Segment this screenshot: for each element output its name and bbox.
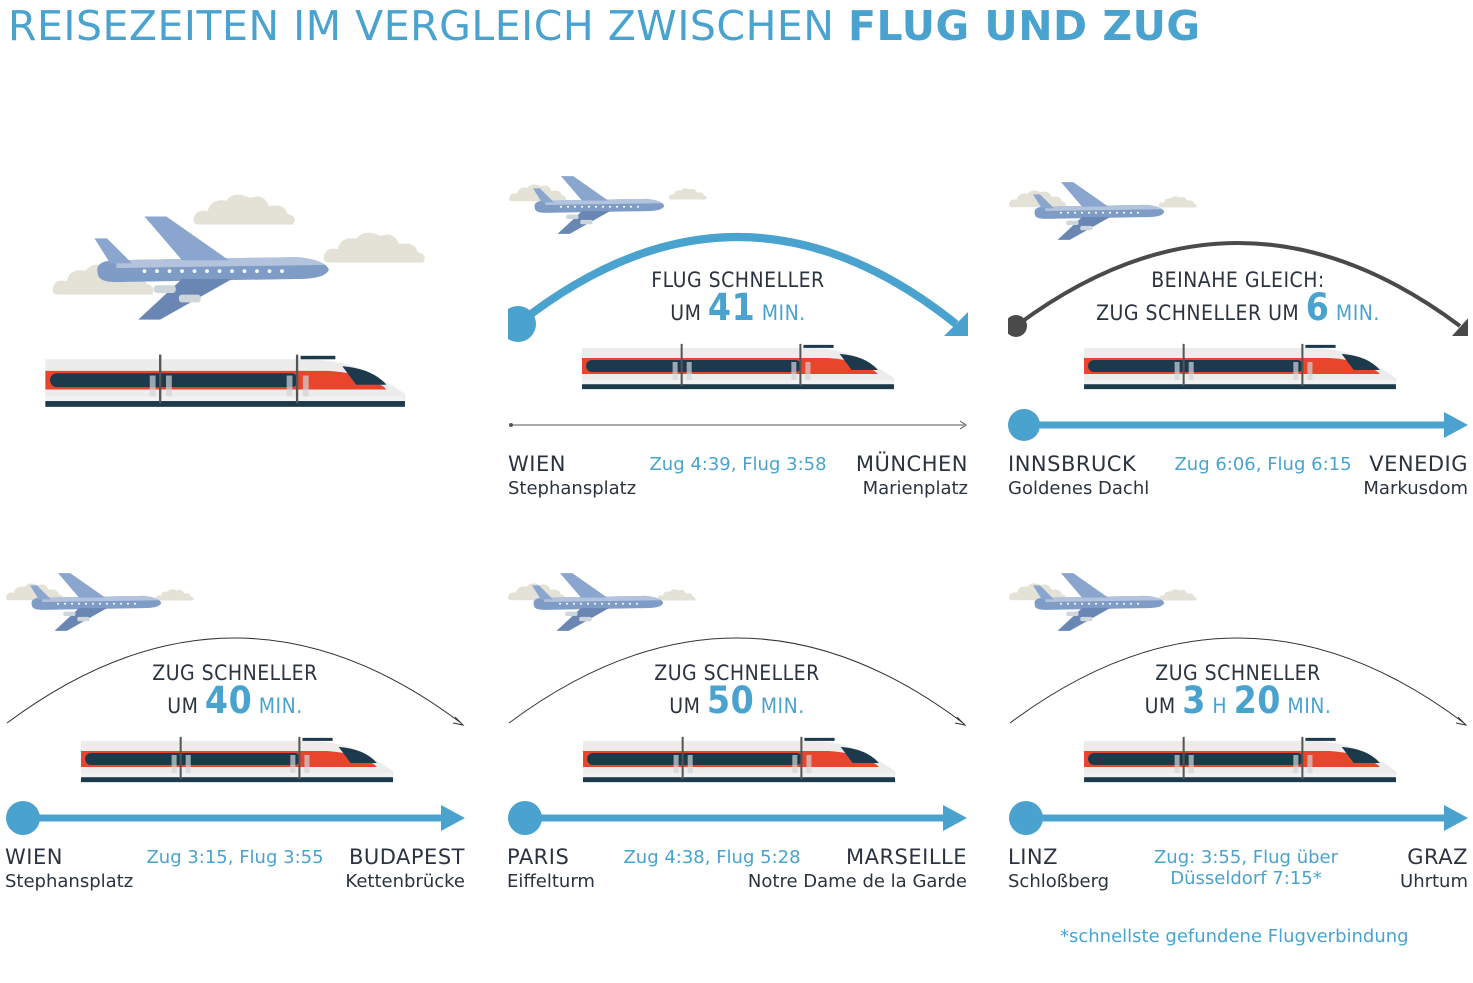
travel-times: Zug: 3:55, Flug über Düsseldorf 7:15*: [1153, 847, 1339, 889]
verdict-line1: FLUG SCHNELLER: [651, 268, 825, 292]
verdict-line2: UM 41 MIN.: [670, 286, 806, 329]
verdict-line2: UM 3 H 20 MIN.: [1144, 679, 1332, 722]
to-city: GRAZ: [1407, 845, 1468, 869]
verdict: ZUG SCHNELLER UM 40 MIN.: [5, 661, 465, 722]
train-icon: [1084, 344, 1396, 389]
travel-times: Zug 6:06, Flug 6:15: [1174, 454, 1352, 475]
to-place: Uhrtum: [1400, 871, 1468, 892]
arrow-head: [1444, 412, 1468, 438]
from-city: LINZ: [1008, 845, 1058, 869]
travel-times: Zug 4:38, Flug 5:28: [623, 847, 801, 868]
train-icon: [81, 737, 393, 782]
arrow-head: [943, 805, 967, 831]
verdict-line2: UM 40 MIN.: [167, 679, 303, 722]
intro-illustration: [20, 190, 420, 420]
train-icon: [583, 737, 895, 782]
flight-arc: [1009, 637, 1465, 724]
flight-arc: [508, 637, 964, 724]
to-city: BUDAPEST: [348, 845, 465, 869]
airplane-icon: [30, 573, 161, 631]
airplane-icon: [533, 176, 664, 234]
arrow-head: [944, 312, 968, 336]
time-difference: 41: [707, 286, 756, 329]
origin-dot: [1009, 801, 1043, 835]
route-graphic: [1009, 563, 1468, 835]
travel-times: Zug 4:39, Flug 3:58: [649, 454, 827, 475]
footnote: *schnellste gefundene Flugverbindung: [1060, 926, 1409, 947]
flight-arc: [1014, 241, 1462, 328]
to-city: MÜNCHEN: [855, 452, 968, 476]
origin-dot: [1008, 409, 1040, 441]
to-place: Kettenbrücke: [345, 871, 465, 892]
train-icon: [38, 350, 410, 408]
route-panel-wien-muenchen: FLUG SCHNELLER UM 41 MIN. WIEN Stephansp…: [508, 170, 968, 590]
travel-times: Zug 3:15, Flug 3:55: [146, 847, 324, 868]
from-place: Goldenes Dachl: [1008, 478, 1150, 499]
from-city: WIEN: [508, 452, 566, 476]
origin-dot: [6, 801, 40, 835]
from-place: Stephansplatz: [508, 478, 637, 499]
airplane-icon: [82, 208, 332, 328]
to-place: Notre Dame de la Garde: [747, 871, 967, 892]
verdict-line2: ZUG SCHNELLER UM 6 MIN.: [1096, 286, 1380, 329]
verdict: ZUG SCHNELLER UM 3 H 20 MIN.: [1008, 661, 1468, 722]
route-graphic: [508, 563, 967, 835]
verdict: ZUG SCHNELLER UM 50 MIN.: [507, 661, 967, 722]
title-light: REISEZEITEN IM VERGLEICH ZWISCHEN: [8, 2, 835, 50]
from-city: INNSBRUCK: [1008, 452, 1137, 476]
flight-arc: [6, 637, 462, 724]
verdict: FLUG SCHNELLER UM 41 MIN.: [508, 268, 968, 329]
verdict-line1: ZUG SCHNELLER: [152, 661, 318, 685]
flight-arc: [515, 233, 959, 328]
from-place: Eiffelturm: [507, 871, 595, 892]
to-place: Markusdom: [1363, 478, 1468, 499]
page-title: REISEZEITEN IM VERGLEICH ZWISCHEN FLUG U…: [8, 2, 1201, 50]
origin-dot: [1008, 315, 1027, 337]
origin-dot: [508, 306, 536, 342]
verdict-line1: ZUG SCHNELLER: [1155, 661, 1321, 685]
airplane-icon: [532, 573, 663, 631]
train-icon: [582, 344, 894, 389]
arrow-head: [1444, 805, 1468, 831]
from-city: PARIS: [507, 845, 570, 869]
to-city: VENEDIG: [1369, 452, 1468, 476]
cloud-icon: [320, 228, 430, 268]
arrow-head: [441, 805, 465, 831]
title-bold: FLUG UND ZUG: [848, 2, 1201, 50]
route-graphic: [508, 170, 968, 430]
time-difference: 6: [1305, 286, 1330, 329]
from-place: Stephansplatz: [5, 871, 134, 892]
verdict: BEINAHE GLEICH: ZUG SCHNELLER UM 6 MIN.: [1008, 268, 1468, 329]
to-place: Marienplatz: [862, 478, 968, 499]
time-difference: 50: [706, 679, 755, 722]
verdict-line1: BEINAHE GLEICH:: [1151, 268, 1325, 292]
route-graphic: [6, 563, 465, 835]
route-panel-paris-marseille: ZUG SCHNELLER UM 50 MIN. PARIS Eiffeltur…: [507, 563, 967, 983]
route-panel-wien-budapest: ZUG SCHNELLER UM 40 MIN. WIEN Stephanspl…: [5, 563, 465, 983]
route-panel-innsbruck-venedig: BEINAHE GLEICH: ZUG SCHNELLER UM 6 MIN. …: [1008, 170, 1468, 590]
time-difference-minutes: 20: [1233, 679, 1281, 722]
airplane-icon: [1033, 573, 1164, 631]
time-difference: 40: [204, 679, 253, 722]
from-city: WIEN: [5, 845, 63, 869]
route-graphic: [1008, 170, 1468, 441]
verdict-line2: UM 50 MIN.: [669, 679, 805, 722]
route-panel-linz-graz: ZUG SCHNELLER UM 3 H 20 MIN. LINZ Schloß…: [1008, 563, 1468, 983]
train-icon: [1084, 737, 1396, 782]
to-city: MARSEILLE: [845, 845, 967, 869]
verdict-line1: ZUG SCHNELLER: [654, 661, 820, 685]
airplane-icon: [1033, 182, 1164, 240]
origin-dot: [508, 801, 542, 835]
time-difference-hours: 3: [1182, 679, 1206, 722]
from-place: Schloßberg: [1008, 871, 1110, 892]
